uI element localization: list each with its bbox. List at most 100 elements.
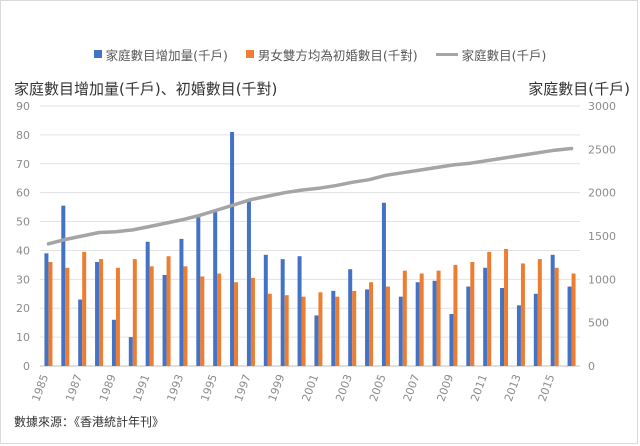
bar-first-marriages (369, 282, 374, 366)
line-households (46, 146, 574, 246)
legend-label-households: 家庭數目(千戶) (461, 47, 547, 63)
x-tick-label: 1995 (198, 373, 220, 404)
bar-first-marriages (520, 263, 525, 366)
bar-first-marriages (385, 286, 390, 366)
y-right-tick-label: 1500 (588, 230, 616, 243)
bar-first-marriages (234, 282, 239, 366)
y-right-tick-label: 3000 (588, 100, 616, 113)
y-left-tick-label: 0 (23, 360, 30, 373)
y-left-tick-label: 40 (16, 244, 30, 257)
bar-first-marriages (453, 264, 458, 366)
x-tick-label: 1993 (164, 373, 186, 404)
bar-household-increase (314, 315, 319, 366)
bar-first-marriages (571, 273, 576, 366)
x-tick-label: 2011 (468, 373, 490, 404)
legend-swatch-gray-line (435, 52, 458, 56)
y-left-tick-label: 20 (16, 302, 30, 315)
x-tick-label: 1987 (63, 373, 85, 404)
legend-swatch-blue (93, 50, 102, 58)
bar-household-increase (432, 280, 437, 366)
y-right-tick-label: 2500 (588, 143, 616, 156)
bar-household-increase (128, 337, 133, 366)
y-left-tick-label: 80 (16, 129, 30, 142)
y-right-tick-label: 1000 (588, 273, 616, 286)
legend-item-household-increase: 家庭數目增加量(千戶) (93, 44, 228, 64)
chart-legend: 家庭數目增加量(千戶) 男女雙方均為初婚數目(千對) 家庭數目(千戶) (0, 44, 640, 64)
bar-household-increase (365, 289, 370, 366)
bar-household-increase (162, 275, 167, 366)
bar-first-marriages (48, 262, 53, 366)
bar-household-increase (280, 259, 285, 366)
bar-first-marriages (267, 293, 272, 366)
bar-first-marriages (200, 276, 205, 366)
x-tick-label: 2009 (434, 373, 456, 404)
bar-household-increase (516, 305, 521, 366)
bar-first-marriages (419, 273, 424, 366)
y-left-tick-label: 90 (16, 100, 30, 113)
y-left-tick-label: 70 (16, 158, 30, 171)
y-right-tick-label: 2000 (588, 187, 616, 200)
y-left-tick-label: 10 (16, 331, 30, 344)
bar-first-marriages (537, 259, 542, 366)
legend-label-first-marriages: 男女雙方均為初婚數目(千對) (257, 47, 418, 63)
x-tick-label: 2005 (367, 373, 389, 404)
bar-first-marriages (352, 290, 357, 366)
y-right-tick-label: 0 (588, 360, 595, 373)
bar-household-increase (111, 319, 116, 366)
bar-household-increase (196, 217, 201, 366)
bar-first-marriages (318, 292, 323, 366)
bar-first-marriages (132, 259, 137, 366)
legend-item-households: 家庭數目(千戶) (435, 44, 547, 64)
bar-first-marriages (301, 296, 306, 366)
y-left-tick-label: 50 (16, 216, 30, 229)
right-axis-title: 家庭數目(千戶) (528, 80, 630, 98)
bar-household-increase (348, 269, 353, 366)
bar-first-marriages (115, 267, 120, 366)
bar-first-marriages (284, 295, 289, 366)
bar-household-increase (61, 205, 66, 366)
bar-household-increase (483, 267, 488, 366)
x-tick-label: 2015 (536, 373, 558, 404)
legend-label-household-increase: 家庭數目增加量(千戶) (105, 47, 228, 63)
bar-first-marriages (335, 296, 340, 366)
x-tick-label: 2013 (502, 373, 524, 404)
bar-household-increase (95, 262, 100, 366)
bar-household-increase (381, 202, 386, 366)
bar-household-increase (533, 293, 538, 366)
bar-household-increase (500, 288, 505, 366)
x-tick-label: 1985 (29, 373, 51, 404)
bar-household-increase (179, 238, 184, 366)
x-tick-label: 1991 (131, 373, 153, 404)
bar-household-increase (263, 254, 268, 366)
bar-household-increase (398, 296, 403, 366)
x-tick-label: 2003 (333, 373, 355, 404)
bar-first-marriages (470, 262, 475, 366)
y-left-tick-label: 60 (16, 187, 30, 200)
legend-item-first-marriages: 男女雙方均為初婚數目(千對) (245, 44, 418, 64)
bar-first-marriages (82, 251, 87, 366)
y-right-tick-label: 500 (588, 317, 609, 330)
bar-household-increase (246, 199, 251, 366)
bar-household-increase (213, 211, 218, 366)
bar-first-marriages (65, 267, 70, 366)
bar-first-marriages (217, 273, 222, 366)
bar-household-increase (567, 286, 572, 366)
source-note: 數據來源：《香港統計年刊》 (14, 415, 165, 429)
bar-first-marriages (166, 256, 171, 366)
legend-swatch-orange (245, 50, 254, 58)
bar-first-marriages (99, 259, 104, 366)
bar-household-increase (550, 254, 555, 366)
bar-first-marriages (504, 249, 509, 366)
bar-first-marriages (402, 270, 407, 366)
bar-first-marriages (554, 267, 559, 366)
bar-household-increase (466, 286, 471, 366)
x-tick-label: 2007 (401, 373, 423, 404)
y-left-tick-label: 30 (16, 273, 30, 286)
bar-first-marriages (149, 266, 154, 366)
bar-household-increase (230, 132, 235, 366)
bar-household-increase (78, 299, 83, 366)
bar-first-marriages (436, 270, 441, 366)
bar-household-increase (449, 314, 454, 366)
